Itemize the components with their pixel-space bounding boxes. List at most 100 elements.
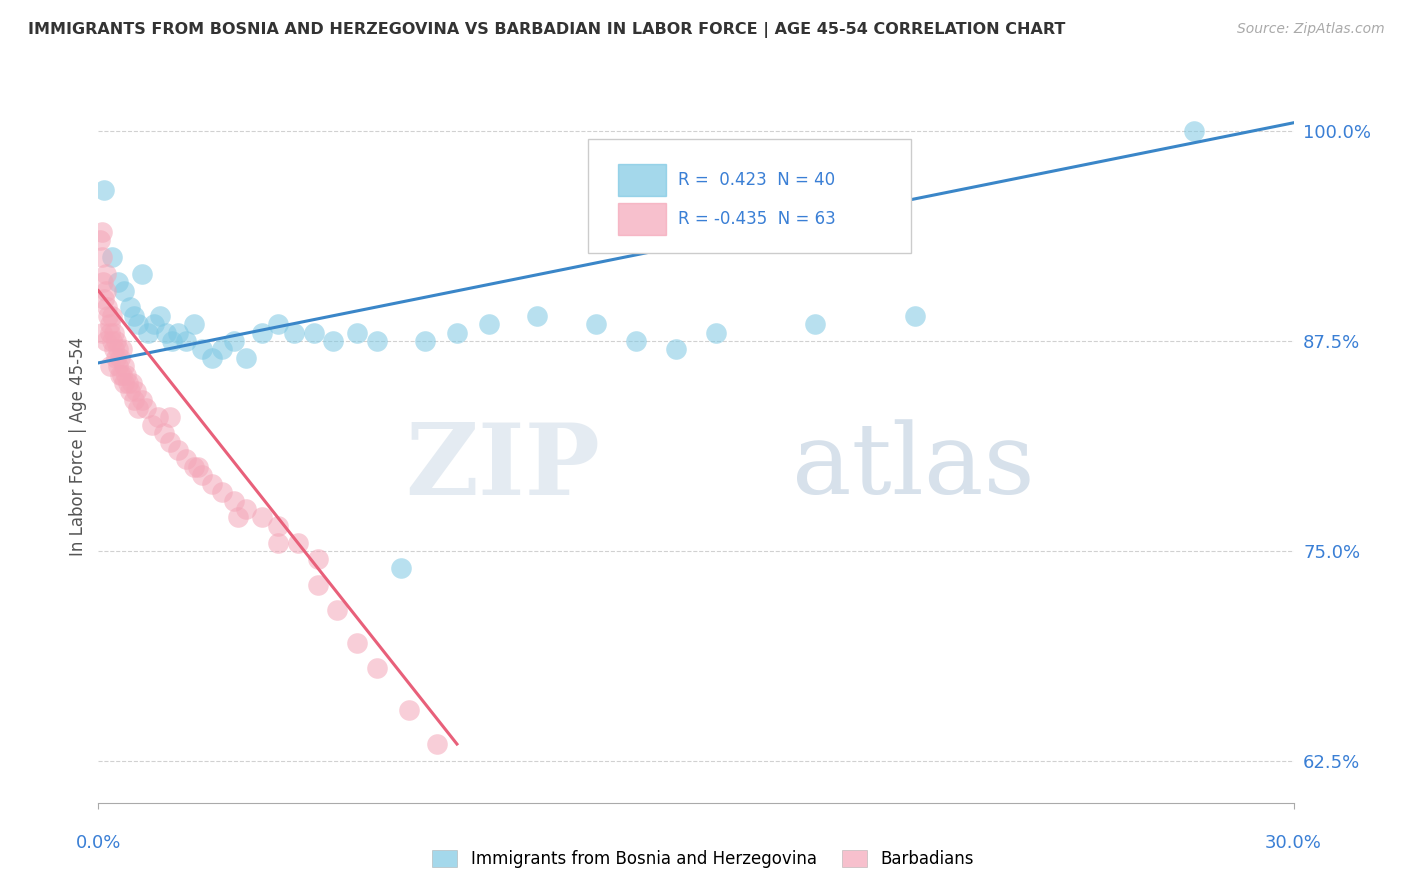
Point <box>131 392 153 407</box>
Point <box>211 485 233 500</box>
Point <box>426 737 449 751</box>
Point <box>267 318 290 332</box>
Point <box>143 318 166 332</box>
Point <box>159 434 181 449</box>
Point <box>103 343 125 357</box>
Text: Source: ZipAtlas.com: Source: ZipAtlas.com <box>1237 22 1385 37</box>
Point <box>346 326 368 340</box>
Point <box>250 326 273 340</box>
Point <box>127 318 149 332</box>
Point <box>107 343 129 357</box>
Point <box>302 326 325 340</box>
Point <box>110 351 132 365</box>
Text: 30.0%: 30.0% <box>1265 834 1322 852</box>
Point <box>904 309 927 323</box>
Legend: Immigrants from Bosnia and Herzegovina, Barbadians: Immigrants from Bosnia and Herzegovina, … <box>426 843 980 875</box>
Point <box>120 301 142 315</box>
Point <box>250 510 273 524</box>
Point <box>446 326 468 340</box>
Point <box>107 359 129 374</box>
FancyBboxPatch shape <box>619 203 666 235</box>
Point <box>136 326 159 340</box>
Point <box>96 301 118 315</box>
Point <box>191 468 214 483</box>
Point <box>93 183 115 197</box>
Point <box>125 384 148 399</box>
Text: R =  0.423  N = 40: R = 0.423 N = 40 <box>678 171 835 189</box>
Point <box>105 334 128 348</box>
Point <box>222 493 245 508</box>
Point <box>413 334 436 348</box>
Point <box>93 292 115 306</box>
Point <box>96 284 118 298</box>
Point <box>366 661 388 675</box>
Point <box>149 309 172 323</box>
Point <box>112 376 135 390</box>
Point <box>96 334 118 348</box>
Point <box>804 318 827 332</box>
Point <box>111 368 134 382</box>
Point <box>108 368 131 382</box>
Point <box>135 401 157 416</box>
Point <box>211 343 233 357</box>
Point <box>398 703 420 717</box>
Point <box>103 326 125 340</box>
Point <box>704 326 727 340</box>
Point <box>121 376 143 390</box>
Point <box>222 334 245 348</box>
FancyBboxPatch shape <box>619 164 666 196</box>
Point <box>160 334 183 348</box>
Point <box>155 326 177 340</box>
Point <box>322 334 344 348</box>
Point <box>307 552 329 566</box>
Point <box>167 443 190 458</box>
Point <box>91 275 114 289</box>
Point <box>226 510 249 524</box>
Point <box>267 535 290 549</box>
Point <box>665 343 688 357</box>
Point <box>124 392 146 407</box>
Point <box>117 376 139 390</box>
Point <box>97 309 120 323</box>
Point <box>366 334 388 348</box>
Point <box>153 426 176 441</box>
Point <box>127 401 149 416</box>
Text: 0.0%: 0.0% <box>76 834 121 852</box>
Point <box>283 326 305 340</box>
Point <box>167 326 190 340</box>
Point <box>235 351 257 365</box>
Point <box>267 518 290 533</box>
Point <box>101 309 124 323</box>
Point <box>100 334 122 348</box>
Point <box>91 250 114 264</box>
Point <box>110 343 132 357</box>
Point <box>201 476 224 491</box>
Text: ZIP: ZIP <box>405 419 600 516</box>
Text: R = -0.435  N = 63: R = -0.435 N = 63 <box>678 211 835 228</box>
Point <box>159 409 181 424</box>
Point <box>94 267 117 281</box>
Point <box>112 359 135 374</box>
Point <box>131 267 153 281</box>
Point <box>526 309 548 323</box>
Point <box>478 318 501 332</box>
Point <box>201 351 224 365</box>
Point <box>115 368 138 382</box>
Text: IMMIGRANTS FROM BOSNIA AND HERZEGOVINA VS BARBADIAN IN LABOR FORCE | AGE 45-54 C: IMMIGRANTS FROM BOSNIA AND HERZEGOVINA V… <box>28 22 1066 38</box>
Point <box>174 451 197 466</box>
Point <box>141 417 163 432</box>
Point <box>389 560 412 574</box>
Point <box>90 225 112 239</box>
Point <box>91 326 114 340</box>
Point <box>98 326 122 340</box>
Point <box>187 460 209 475</box>
Point <box>120 384 142 399</box>
Point <box>1182 124 1205 138</box>
Point <box>174 334 197 348</box>
Point <box>183 460 205 475</box>
Point <box>101 250 124 264</box>
Point <box>235 502 257 516</box>
Y-axis label: In Labor Force | Age 45-54: In Labor Force | Age 45-54 <box>69 336 87 556</box>
Point <box>104 351 127 365</box>
Point <box>98 318 121 332</box>
